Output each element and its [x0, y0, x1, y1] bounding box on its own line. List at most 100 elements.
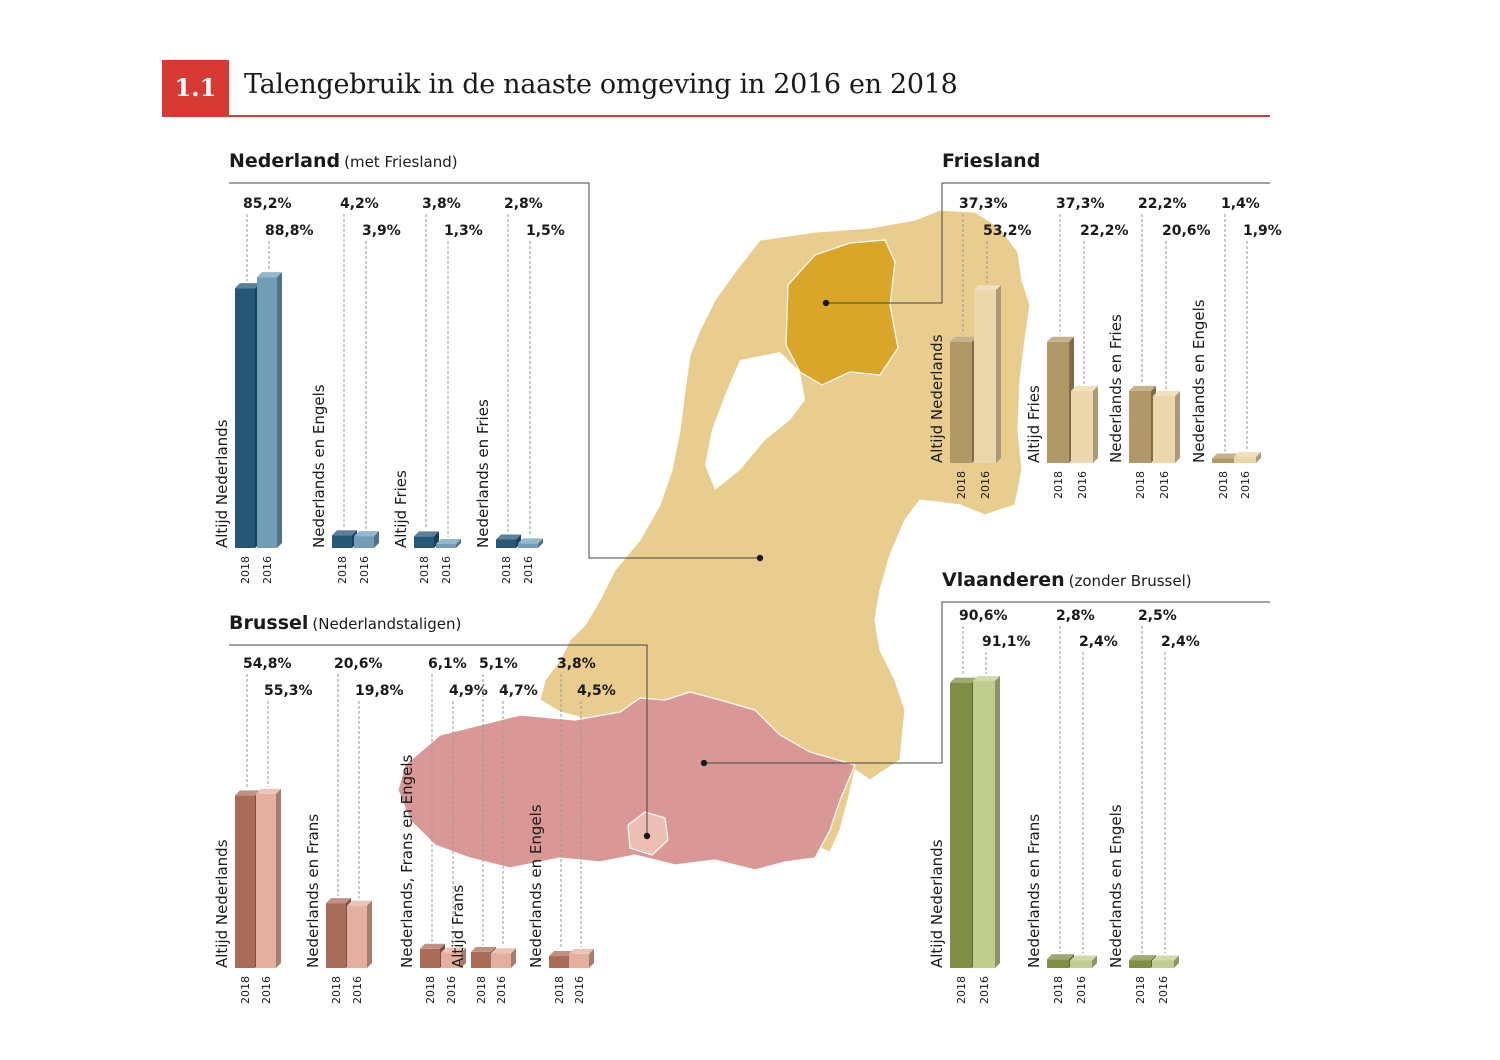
- bar-side: [995, 676, 1000, 968]
- value-label: 1,4%: [1221, 196, 1260, 212]
- value-label: 37,3%: [959, 196, 1008, 212]
- bar-top: [491, 948, 516, 954]
- category-label: Nederlands en Frans: [1025, 814, 1043, 968]
- connector-line: [229, 644, 648, 836]
- bar-front: [974, 290, 996, 463]
- bar-front: [441, 952, 461, 968]
- value-label: 3,9%: [362, 223, 401, 239]
- map-netherlands: [539, 209, 1031, 853]
- category-label: Nederlands en Engels: [1107, 804, 1125, 968]
- year-label: 2016: [351, 976, 364, 1004]
- bar-front: [256, 793, 276, 968]
- year-label: 2016: [358, 556, 371, 584]
- year-label: 2018: [330, 976, 343, 1004]
- bar-front: [1234, 456, 1256, 463]
- bar-side: [374, 531, 379, 548]
- value-label: 4,5%: [577, 683, 616, 699]
- connector-dot: [700, 759, 708, 767]
- bar-front: [1071, 390, 1093, 463]
- bar-top: [950, 677, 977, 683]
- bar-front: [347, 905, 367, 968]
- bar-top: [414, 531, 439, 537]
- panel-subtitle: (zonder Brussel): [1068, 572, 1192, 590]
- bar-side: [1093, 385, 1098, 463]
- value-label: 55,3%: [264, 683, 313, 699]
- value-label: 6,1%: [428, 656, 467, 672]
- bar-top: [326, 898, 351, 904]
- value-label: 85,2%: [243, 196, 292, 212]
- value-label: 37,3%: [1056, 196, 1105, 212]
- bar-top: [257, 272, 282, 278]
- figure-header: 1.1 Talengebruik in de naaste omgeving i…: [162, 60, 1270, 117]
- panel-title-vlaanderen: Vlaanderen (zonder Brussel): [942, 569, 1192, 591]
- chart-nederland: 85,2% 2018 88,8% 2016 Altijd Nederlands 4,2% 2…: [213, 196, 565, 584]
- bar-friesland-2016: [1071, 385, 1098, 463]
- bar-top: [974, 285, 1001, 291]
- panel-title-text: Brussel: [229, 612, 309, 634]
- bar-top: [973, 676, 1000, 682]
- bar-side: [996, 285, 1001, 463]
- year-label: 2016: [978, 976, 991, 1004]
- bar-brussel-2016: [256, 788, 281, 968]
- bar-side: [367, 900, 372, 968]
- bar-top: [471, 946, 496, 952]
- category-label: Altijd Nederlands: [928, 334, 946, 463]
- bar-front: [1153, 396, 1175, 463]
- bar-top: [569, 948, 594, 954]
- bar-top: [496, 534, 521, 540]
- year-label: 2018: [1134, 471, 1147, 499]
- year-label: 2016: [261, 556, 274, 584]
- bar-front: [1152, 960, 1174, 968]
- year-label: 2016: [573, 976, 586, 1004]
- bar-vlaanderen-2016: [1070, 955, 1097, 968]
- bar-friesland-2018: [950, 336, 977, 463]
- bar-top: [1047, 954, 1074, 960]
- bar-side: [511, 948, 516, 968]
- value-label: 5,1%: [479, 656, 518, 672]
- value-label: 4,9%: [449, 683, 488, 699]
- bar-top: [347, 900, 372, 906]
- bar-brussel-2016: [347, 900, 372, 968]
- year-label: 2016: [1076, 471, 1089, 499]
- value-label: 4,7%: [499, 683, 538, 699]
- value-label: 2,8%: [1056, 608, 1095, 624]
- year-label: 2016: [1157, 976, 1170, 1004]
- panel-title-text: Nederland: [229, 150, 341, 172]
- year-label: 2016: [1239, 471, 1252, 499]
- category-label: Altijd Nederlands: [213, 839, 231, 968]
- value-label: 20,6%: [334, 656, 383, 672]
- bar-front: [518, 543, 538, 548]
- bar-friesland-2016: [1234, 451, 1261, 463]
- year-label: 2018: [475, 976, 488, 1004]
- bar-side: [538, 538, 543, 548]
- value-label: 3,8%: [557, 656, 596, 672]
- panel-subtitle: (Nederlandstaligen): [312, 615, 462, 633]
- header-rule: [162, 115, 1270, 117]
- bar-top: [1212, 453, 1239, 459]
- value-label: 88,8%: [265, 223, 314, 239]
- year-label: 2018: [1052, 976, 1065, 1004]
- year-label: 2018: [424, 976, 437, 1004]
- bar-side: [461, 947, 466, 968]
- year-label: 2016: [522, 556, 535, 584]
- value-label: 53,2%: [983, 223, 1032, 239]
- year-label: 2018: [500, 556, 513, 584]
- value-label: 2,4%: [1079, 634, 1118, 650]
- chart-vlaanderen: 90,6% 2018 91,1% 2016 Altijd Nederlands 2,8% 2…: [928, 608, 1200, 1004]
- bar-vlaanderen-2018: [1129, 955, 1156, 968]
- bar-nederland-2016: [354, 531, 379, 548]
- category-label: Nederlands en Frans: [304, 814, 322, 968]
- year-label: 2016: [1075, 976, 1088, 1004]
- bar-side: [516, 534, 521, 548]
- year-label: 2018: [1217, 471, 1230, 499]
- panel-title-friesland: Friesland: [942, 150, 1044, 172]
- bar-vlaanderen-2018: [950, 677, 977, 968]
- value-label: 1,3%: [444, 223, 483, 239]
- bar-nederland-2018: [496, 534, 521, 548]
- bar-front: [414, 536, 434, 548]
- panel-title-text: Friesland: [942, 150, 1041, 172]
- bar-top: [354, 531, 379, 537]
- bar-front: [332, 535, 352, 548]
